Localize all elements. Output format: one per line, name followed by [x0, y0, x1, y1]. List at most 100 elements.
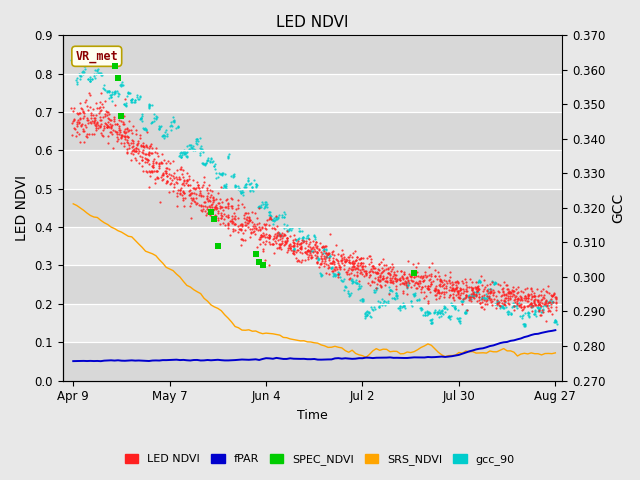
Point	[111, 131, 122, 138]
Point	[378, 274, 388, 281]
Point	[429, 288, 440, 295]
Point	[298, 238, 308, 245]
Point	[379, 266, 389, 274]
Point	[140, 150, 150, 157]
Point	[224, 150, 234, 158]
Point	[275, 232, 285, 240]
Point	[342, 256, 353, 264]
Bar	[63, 36, 562, 74]
Point	[388, 264, 399, 271]
Point	[242, 216, 252, 223]
Point	[261, 203, 271, 210]
Point	[165, 159, 175, 167]
Point	[149, 115, 159, 122]
Point	[531, 312, 541, 319]
Point	[419, 288, 429, 296]
Point	[103, 122, 113, 130]
Point	[127, 151, 138, 158]
Point	[183, 181, 193, 189]
Point	[534, 303, 545, 311]
Point	[460, 308, 470, 315]
Point	[518, 303, 529, 311]
Point	[122, 136, 132, 144]
Point	[157, 171, 168, 179]
Point	[486, 301, 497, 309]
Point	[188, 184, 198, 192]
Point	[77, 108, 88, 115]
Point	[371, 285, 381, 292]
Point	[487, 298, 497, 305]
Point	[398, 299, 408, 307]
Point	[114, 130, 124, 137]
Point	[323, 251, 333, 259]
Point	[136, 148, 147, 156]
Point	[530, 310, 540, 318]
Point	[447, 300, 458, 308]
Point	[468, 292, 479, 300]
Point	[374, 300, 385, 308]
Point	[273, 214, 283, 221]
Point	[102, 108, 113, 115]
Point	[102, 123, 112, 131]
Point	[512, 301, 522, 309]
Point	[282, 235, 292, 242]
Point	[253, 202, 264, 210]
Point	[136, 115, 147, 122]
Point	[131, 155, 141, 162]
Point	[525, 296, 536, 303]
Point	[178, 188, 188, 196]
Point	[520, 285, 530, 293]
Point	[307, 253, 317, 261]
Point	[340, 258, 350, 265]
Point	[180, 148, 190, 156]
Point	[151, 167, 161, 175]
Point	[479, 286, 490, 293]
Point	[499, 300, 509, 308]
Point	[226, 217, 236, 225]
Point	[83, 102, 93, 109]
Point	[410, 289, 420, 297]
Point	[543, 298, 554, 306]
Point	[480, 283, 490, 290]
Point	[316, 249, 326, 256]
Point	[193, 183, 204, 191]
Point	[127, 147, 137, 155]
Point	[368, 263, 378, 270]
Point	[543, 304, 553, 312]
Point	[205, 192, 216, 199]
Point	[325, 259, 335, 266]
Point	[182, 148, 192, 156]
Point	[511, 302, 521, 310]
Point	[125, 156, 136, 164]
Point	[544, 289, 554, 297]
Point	[175, 186, 185, 193]
Point	[489, 281, 499, 288]
Point	[415, 279, 425, 287]
Point	[497, 285, 507, 292]
Point	[447, 286, 457, 293]
Point	[495, 301, 505, 309]
Point	[306, 254, 316, 262]
Point	[524, 291, 534, 299]
Point	[277, 229, 287, 237]
Point	[264, 216, 274, 223]
Point	[138, 146, 148, 154]
Point	[403, 257, 413, 265]
Point	[114, 126, 124, 133]
Point	[524, 301, 534, 309]
Point	[547, 299, 557, 306]
Point	[268, 220, 278, 228]
Point	[196, 146, 206, 154]
Point	[349, 259, 359, 266]
Point	[415, 304, 425, 312]
Point	[456, 297, 466, 305]
Point	[376, 283, 387, 290]
Point	[305, 238, 316, 246]
Point	[74, 118, 84, 126]
Point	[162, 177, 172, 185]
Point	[184, 187, 195, 194]
Point	[539, 291, 549, 299]
Point	[140, 125, 150, 132]
Point	[370, 288, 380, 296]
Point	[360, 263, 370, 270]
